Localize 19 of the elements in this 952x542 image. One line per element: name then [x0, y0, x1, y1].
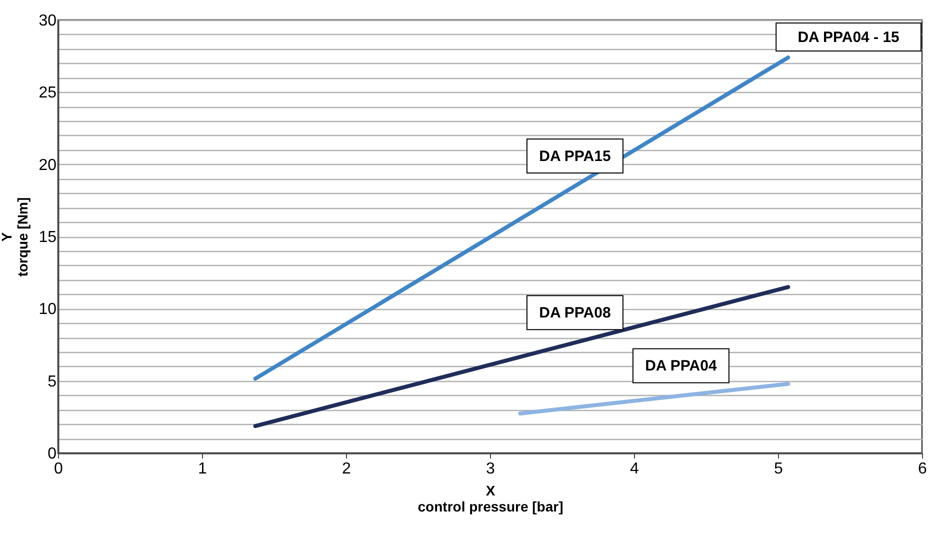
- y-axis-title: Y torque [Nm]: [0, 197, 31, 277]
- y-tick-label: 20: [38, 156, 57, 174]
- y-tick-label: 0: [48, 446, 57, 462]
- x-tick-label: 3: [486, 460, 496, 478]
- x-tick-label: 4: [630, 460, 640, 478]
- series-label: DA PPA04: [645, 358, 718, 375]
- series-label: DA PPA15: [539, 148, 611, 165]
- y-tick-label: 25: [38, 84, 57, 102]
- x-tick-label: 1: [198, 460, 208, 478]
- x-tick-label: 5: [774, 460, 784, 478]
- y-tick-label: 5: [48, 373, 57, 390]
- annotation: DA PPA04 - 15: [798, 29, 900, 46]
- x-tick-label: 2: [342, 460, 352, 478]
- x-axis-title: X control pressure [bar]: [418, 482, 564, 514]
- y-tick-label: 30: [38, 12, 57, 30]
- x-tick-label: 6: [918, 460, 928, 478]
- y-tick-label: 15: [38, 229, 57, 246]
- series-label: DA PPA08: [539, 304, 611, 322]
- y-tick-label: 10: [38, 301, 57, 318]
